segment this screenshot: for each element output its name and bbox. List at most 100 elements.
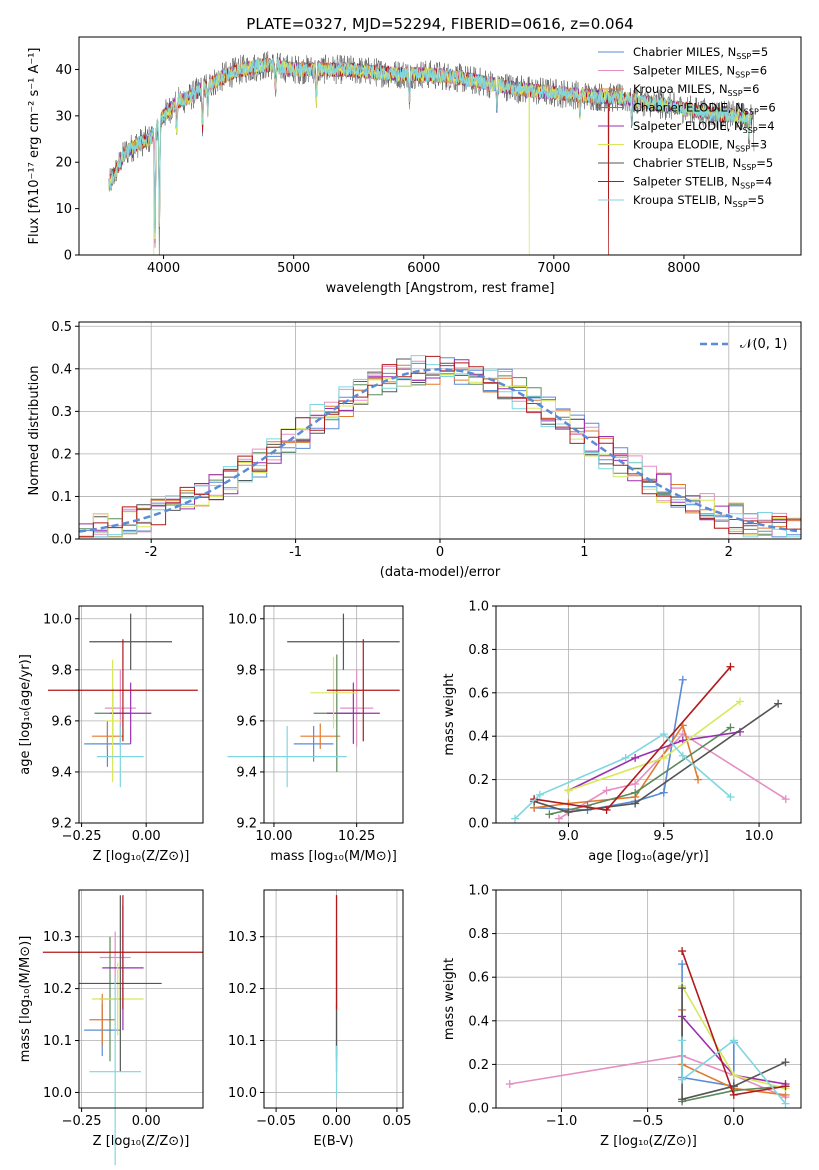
plot-area bbox=[511, 662, 790, 823]
legend-label: Kroupa MILES, NSSP=6 bbox=[633, 82, 759, 98]
plus-marker bbox=[602, 805, 611, 814]
axes-border bbox=[78, 36, 802, 256]
x-tick-label: 10.25 bbox=[338, 829, 375, 844]
x-tick-label: 9.0 bbox=[558, 829, 579, 844]
plus-marker bbox=[505, 1080, 514, 1089]
axes-frame: 4000 5000 6000 7000 8000 0 10 20 30 40 wavelength … bbox=[27, 36, 802, 296]
x-tick-label: 1 bbox=[580, 545, 588, 560]
errorbar-point bbox=[79, 895, 162, 1072]
weight-series-1 bbox=[509, 1054, 786, 1098]
axes-border bbox=[78, 605, 204, 824]
y-axis-label: mass [log₁₀(M/M⊙)] bbox=[18, 936, 33, 1063]
x-tick-label: 0.05 bbox=[382, 1114, 411, 1129]
axes-frame: 9.0 9.5 10.0 0.0 0.2 0.4 0.6 0.8 1.0 age [log₁₀(a… bbox=[442, 600, 802, 864]
axes-border bbox=[495, 889, 802, 1109]
histogram-series-7 bbox=[79, 355, 801, 538]
errorbar-point bbox=[91, 962, 144, 1036]
plot-area bbox=[108, 51, 755, 255]
y-tick-label: 0.4 bbox=[468, 730, 489, 745]
y-tick-label: 10.0 bbox=[43, 612, 72, 627]
errorbar-point bbox=[99, 931, 131, 984]
axes-frame: −1.0 −0.5 0.0 0.0 0.2 0.4 0.6 0.8 1.0 Z [log₁₀(Z/… bbox=[442, 884, 802, 1149]
x-tick-label: −1.0 bbox=[546, 1114, 578, 1129]
errorbar-point bbox=[287, 613, 400, 670]
errorbar-point bbox=[326, 639, 400, 742]
plus-marker bbox=[678, 675, 687, 684]
legend-label: Chabrier STELIB, NSSP=5 bbox=[633, 156, 773, 172]
x-tick-label: 0 bbox=[436, 545, 444, 560]
y-tick-label: 10.1 bbox=[43, 1034, 72, 1049]
plus-marker bbox=[726, 723, 735, 732]
y-tick-label: 9.2 bbox=[236, 817, 257, 832]
y-tick-label: 1.0 bbox=[468, 884, 489, 899]
plus-marker bbox=[545, 810, 554, 819]
panel-mass-weight-vs-Z: −1.0 −0.5 0.0 0.0 0.2 0.4 0.6 0.8 1.0 Z [log₁₀(Z/… bbox=[442, 884, 802, 1149]
weight-series-8 bbox=[514, 732, 732, 820]
axes-border bbox=[495, 605, 802, 824]
y-tick-label: 20 bbox=[55, 156, 72, 171]
y-axis-label: mass weight bbox=[442, 673, 457, 755]
y-axis-label: mass weight bbox=[442, 958, 457, 1040]
y-tick-label: 10.0 bbox=[43, 1086, 72, 1101]
panel-spectrum: 4000 5000 6000 7000 8000 0 10 20 30 40 wavelength … bbox=[27, 36, 802, 296]
axes-frame: −0.05 0.00 0.05 10.0 10.1 10.2 10.3 E(B-V) bbox=[228, 889, 411, 1149]
legend-label: Chabrier MILES, NSSP=5 bbox=[633, 45, 768, 61]
y-tick-label: 10.0 bbox=[228, 612, 257, 627]
y-tick-label: 0.0 bbox=[51, 533, 72, 548]
y-tick-label: 0.2 bbox=[51, 447, 72, 462]
x-tick-label: -2 bbox=[145, 545, 158, 560]
errorbar-point bbox=[310, 657, 357, 729]
y-tick-label: 0.2 bbox=[468, 773, 489, 788]
plus-marker bbox=[736, 697, 744, 706]
y-tick-label: 9.2 bbox=[51, 817, 72, 832]
errorbar-point bbox=[110, 682, 152, 744]
x-axis-label: age [log₁₀(age/yr)] bbox=[588, 849, 709, 864]
y-tick-label: 0.0 bbox=[468, 1102, 489, 1117]
axes-frame: −0.25 0.00 10.0 10.1 10.2 10.3 Z [log₁₀(Z/Z⊙)]… bbox=[18, 889, 204, 1149]
errorbar-point bbox=[89, 613, 172, 670]
plus-marker bbox=[631, 788, 640, 797]
panel-mass-weight-vs-age: 9.0 9.5 10.0 0.0 0.2 0.4 0.6 0.8 1.0 age [log₁₀(a… bbox=[442, 600, 802, 864]
plus-marker bbox=[564, 808, 573, 817]
y-tick-label: 9.4 bbox=[51, 765, 72, 780]
plus-marker bbox=[535, 790, 544, 799]
panel-mass-vs-EBV: −0.05 0.00 0.05 10.0 10.1 10.2 10.3 E(B-V) bbox=[228, 889, 411, 1149]
errorbar-point bbox=[326, 682, 380, 744]
y-tick-label: 10.3 bbox=[228, 930, 257, 945]
panel-residuals: -2 -1 0 1 2 0.0 0.1 0.2 0.3 0.4 0.5 (data-model)/er… bbox=[27, 320, 802, 580]
y-tick-label: 10.1 bbox=[228, 1034, 257, 1049]
y-tick-label: 9.6 bbox=[51, 714, 72, 729]
y-tick-label: 10.2 bbox=[43, 982, 72, 997]
plus-marker bbox=[726, 792, 735, 801]
axes-border bbox=[78, 889, 204, 1109]
x-tick-label: 5000 bbox=[277, 261, 310, 276]
panel-age-vs-Z: −0.25 0.00 9.2 9.4 9.6 9.8 10.0 Z [log₁₀(Z/Z⊙)]… bbox=[18, 605, 204, 864]
x-tick-label: 0.00 bbox=[132, 829, 161, 844]
plus-marker bbox=[726, 662, 735, 671]
spectrum-series-8 bbox=[108, 58, 752, 235]
y-tick-label: 0.4 bbox=[468, 1014, 489, 1029]
y-tick-label: 9.8 bbox=[236, 663, 257, 678]
plus-marker bbox=[678, 1095, 687, 1104]
plus-marker bbox=[678, 960, 687, 969]
y-axis-label: age [log₁₀(age/yr)] bbox=[18, 654, 33, 775]
plot-area bbox=[505, 947, 790, 1108]
x-tick-label: 7000 bbox=[537, 261, 570, 276]
plus-marker bbox=[659, 788, 668, 797]
y-tick-label: 0.3 bbox=[51, 405, 72, 420]
panel-mass-vs-Z: −0.25 0.00 10.0 10.1 10.2 10.3 Z [log₁₀(Z/Z⊙)]… bbox=[18, 889, 204, 1166]
x-tick-label: −0.25 bbox=[62, 1114, 102, 1129]
x-axis-label: mass [log₁₀(M/M⊙)] bbox=[270, 849, 397, 864]
errorbar-point bbox=[104, 659, 121, 783]
plus-marker bbox=[678, 1036, 687, 1045]
x-tick-label: 8000 bbox=[667, 261, 700, 276]
axes-frame: −0.25 0.00 9.2 9.4 9.6 9.8 10.0 Z [log₁₀(Z/Z⊙)]… bbox=[18, 605, 204, 864]
gaussian-legend-label: 𝒩(0, 1) bbox=[740, 337, 787, 352]
plus-marker bbox=[781, 795, 790, 804]
errorbar-point bbox=[340, 669, 374, 747]
errorbar-point bbox=[227, 725, 347, 788]
plus-marker bbox=[554, 814, 563, 823]
x-tick-label: −0.25 bbox=[62, 829, 102, 844]
legend-label: Kroupa ELODIE, NSSP=3 bbox=[633, 138, 767, 154]
